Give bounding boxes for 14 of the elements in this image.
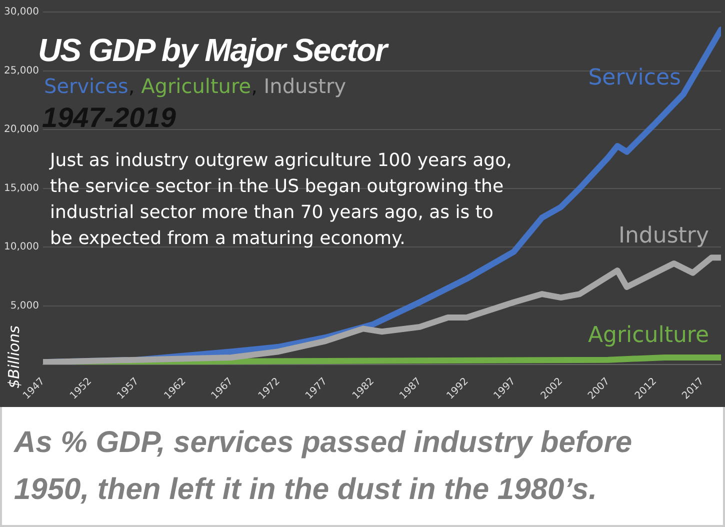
annotation: Just as industry outgrew agriculture 100 years ago, the service sector in the US began outgrowing the industrial sector more than 70 years ago, as is to be expected from a maturing economy.: [50, 149, 513, 251]
text: As % GDP, services passed industry before 1950, then left it in the dust in the 1980’s.: [0, 407, 725, 527]
series-label: Agriculture: [588, 323, 709, 348]
y-axis-title: $Billions: [4, 325, 23, 389]
y-tick-label: 5,000: [10, 300, 39, 312]
series-label: Services: [588, 66, 681, 91]
y-tick-label: 15,000: [4, 182, 39, 194]
y-tick-label: 10,000: [4, 242, 39, 253]
y-tick-label: 20,000: [4, 124, 39, 136]
series-label: Industry: [618, 223, 709, 248]
y-tick-label: 25,000: [4, 65, 39, 76]
y-tick-label: 30,000: [4, 6, 39, 18]
text: US GDP by Major Sector: [38, 32, 386, 68]
text: Services, Agriculture, Industry: [44, 74, 346, 98]
